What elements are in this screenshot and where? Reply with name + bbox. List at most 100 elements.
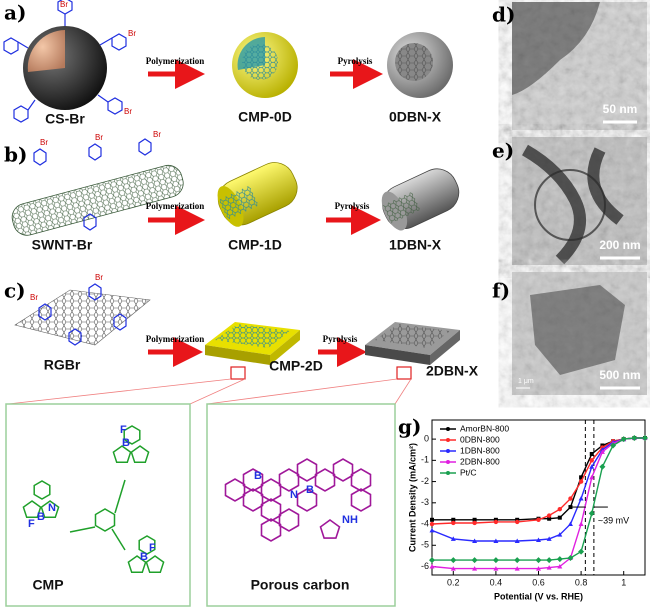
point: [493, 519, 499, 525]
structure-label: CMP: [32, 577, 63, 593]
atom-label: B: [306, 484, 314, 496]
point: [514, 538, 520, 544]
point: [451, 520, 456, 526]
step-label: Polymerization: [146, 201, 204, 211]
ring: [138, 535, 156, 555]
point: [588, 510, 595, 517]
point: [472, 566, 478, 571]
cmp-box: [5, 403, 191, 607]
annotation: ~39 mV: [598, 515, 629, 525]
product-label: 0DBN-X: [389, 109, 442, 125]
scale-label: 1 μm: [518, 378, 534, 385]
bond: [69, 526, 96, 533]
legend-label: 0DBN-800: [460, 434, 500, 444]
legend-marker: [446, 438, 450, 442]
product-label: 1DBN-X: [389, 237, 442, 253]
x-axis-label: Potential (V vs. RHE): [494, 591, 583, 601]
legend-marker: [446, 449, 450, 453]
ring: [296, 488, 318, 512]
point: [546, 557, 553, 564]
point: [567, 555, 574, 562]
carbon-structure: [224, 458, 372, 542]
ring: [260, 478, 282, 502]
zoom-line: [7, 378, 232, 405]
ring: [145, 555, 165, 574]
point: [514, 566, 520, 571]
point: [589, 464, 595, 469]
panel-label: c): [4, 279, 26, 303]
br-label: Br: [95, 133, 103, 142]
br-label: Br: [40, 138, 48, 147]
polymer-label: CMP-1D: [228, 237, 282, 253]
point: [492, 557, 499, 564]
ring: [350, 468, 372, 492]
x-tick-label: 1: [621, 577, 626, 587]
ring: [260, 498, 282, 522]
scale-label: 50 nm: [603, 102, 638, 116]
bond: [114, 479, 126, 514]
br-label: Br: [124, 107, 132, 116]
point: [515, 519, 520, 525]
br-label: Br: [30, 293, 38, 302]
panel-label: d): [492, 3, 515, 27]
point: [546, 536, 552, 541]
atom-label: B: [122, 437, 130, 449]
point: [620, 436, 627, 443]
point: [472, 517, 477, 522]
precursor-label: RGBr: [44, 357, 81, 373]
legend-marker: [446, 427, 450, 431]
panel-label: e): [492, 139, 514, 163]
y-tick-label: -4: [421, 518, 429, 528]
core-cut: [27, 30, 65, 72]
dbn-2d: [365, 322, 460, 365]
point: [536, 517, 541, 522]
graphene-sheet: [14, 289, 151, 346]
point: [429, 527, 435, 533]
point: [451, 517, 456, 522]
ring: [319, 519, 341, 539]
point: [514, 557, 521, 564]
point: [578, 548, 585, 555]
legend-label: AmorBN-800: [460, 423, 509, 433]
point: [472, 538, 478, 544]
zoom-line: [189, 378, 246, 405]
x-tick-label: 0.4: [490, 577, 503, 587]
panel-label: g): [398, 415, 421, 439]
point: [579, 475, 584, 480]
x-tick-label: 0.8: [575, 577, 588, 587]
ring: [94, 508, 116, 532]
point: [493, 566, 499, 571]
atom-label: F: [28, 518, 35, 530]
step-label: Pyrolysis: [338, 56, 373, 66]
point: [450, 557, 457, 564]
point: [578, 521, 584, 527]
dbn-1d: [381, 168, 460, 231]
zoom-line: [206, 378, 398, 405]
inner-net: [395, 43, 433, 81]
scale-label: 200 nm: [599, 238, 640, 252]
point: [578, 479, 584, 484]
x-tick-label: 0.2: [447, 577, 460, 587]
point: [599, 463, 606, 470]
row-b: b) Br Br Br Polymerization Pyrolysis SWN…: [4, 130, 460, 253]
point: [471, 557, 478, 564]
step-label: Polymerization: [146, 56, 204, 66]
series-line: [431, 437, 645, 570]
tem-particles: [512, 2, 600, 95]
atom-label: F: [149, 542, 156, 554]
atom-label: B: [37, 511, 45, 523]
atom-label: NH: [342, 514, 358, 526]
product-label: 2DBN-X: [426, 363, 479, 379]
point: [578, 496, 584, 501]
point: [535, 557, 542, 564]
point: [472, 520, 477, 526]
ring: [332, 458, 354, 482]
point: [429, 521, 435, 527]
point: [493, 538, 499, 544]
ring: [314, 468, 336, 492]
ring: [260, 518, 282, 542]
br-arms: [38, 283, 127, 346]
chart-g: g) 0.2 0.4 0.6 0.8 1 -6 -5 -4 -3 -2 -1 0 Potential (V…: [398, 415, 648, 601]
zoom-line: [394, 378, 412, 405]
